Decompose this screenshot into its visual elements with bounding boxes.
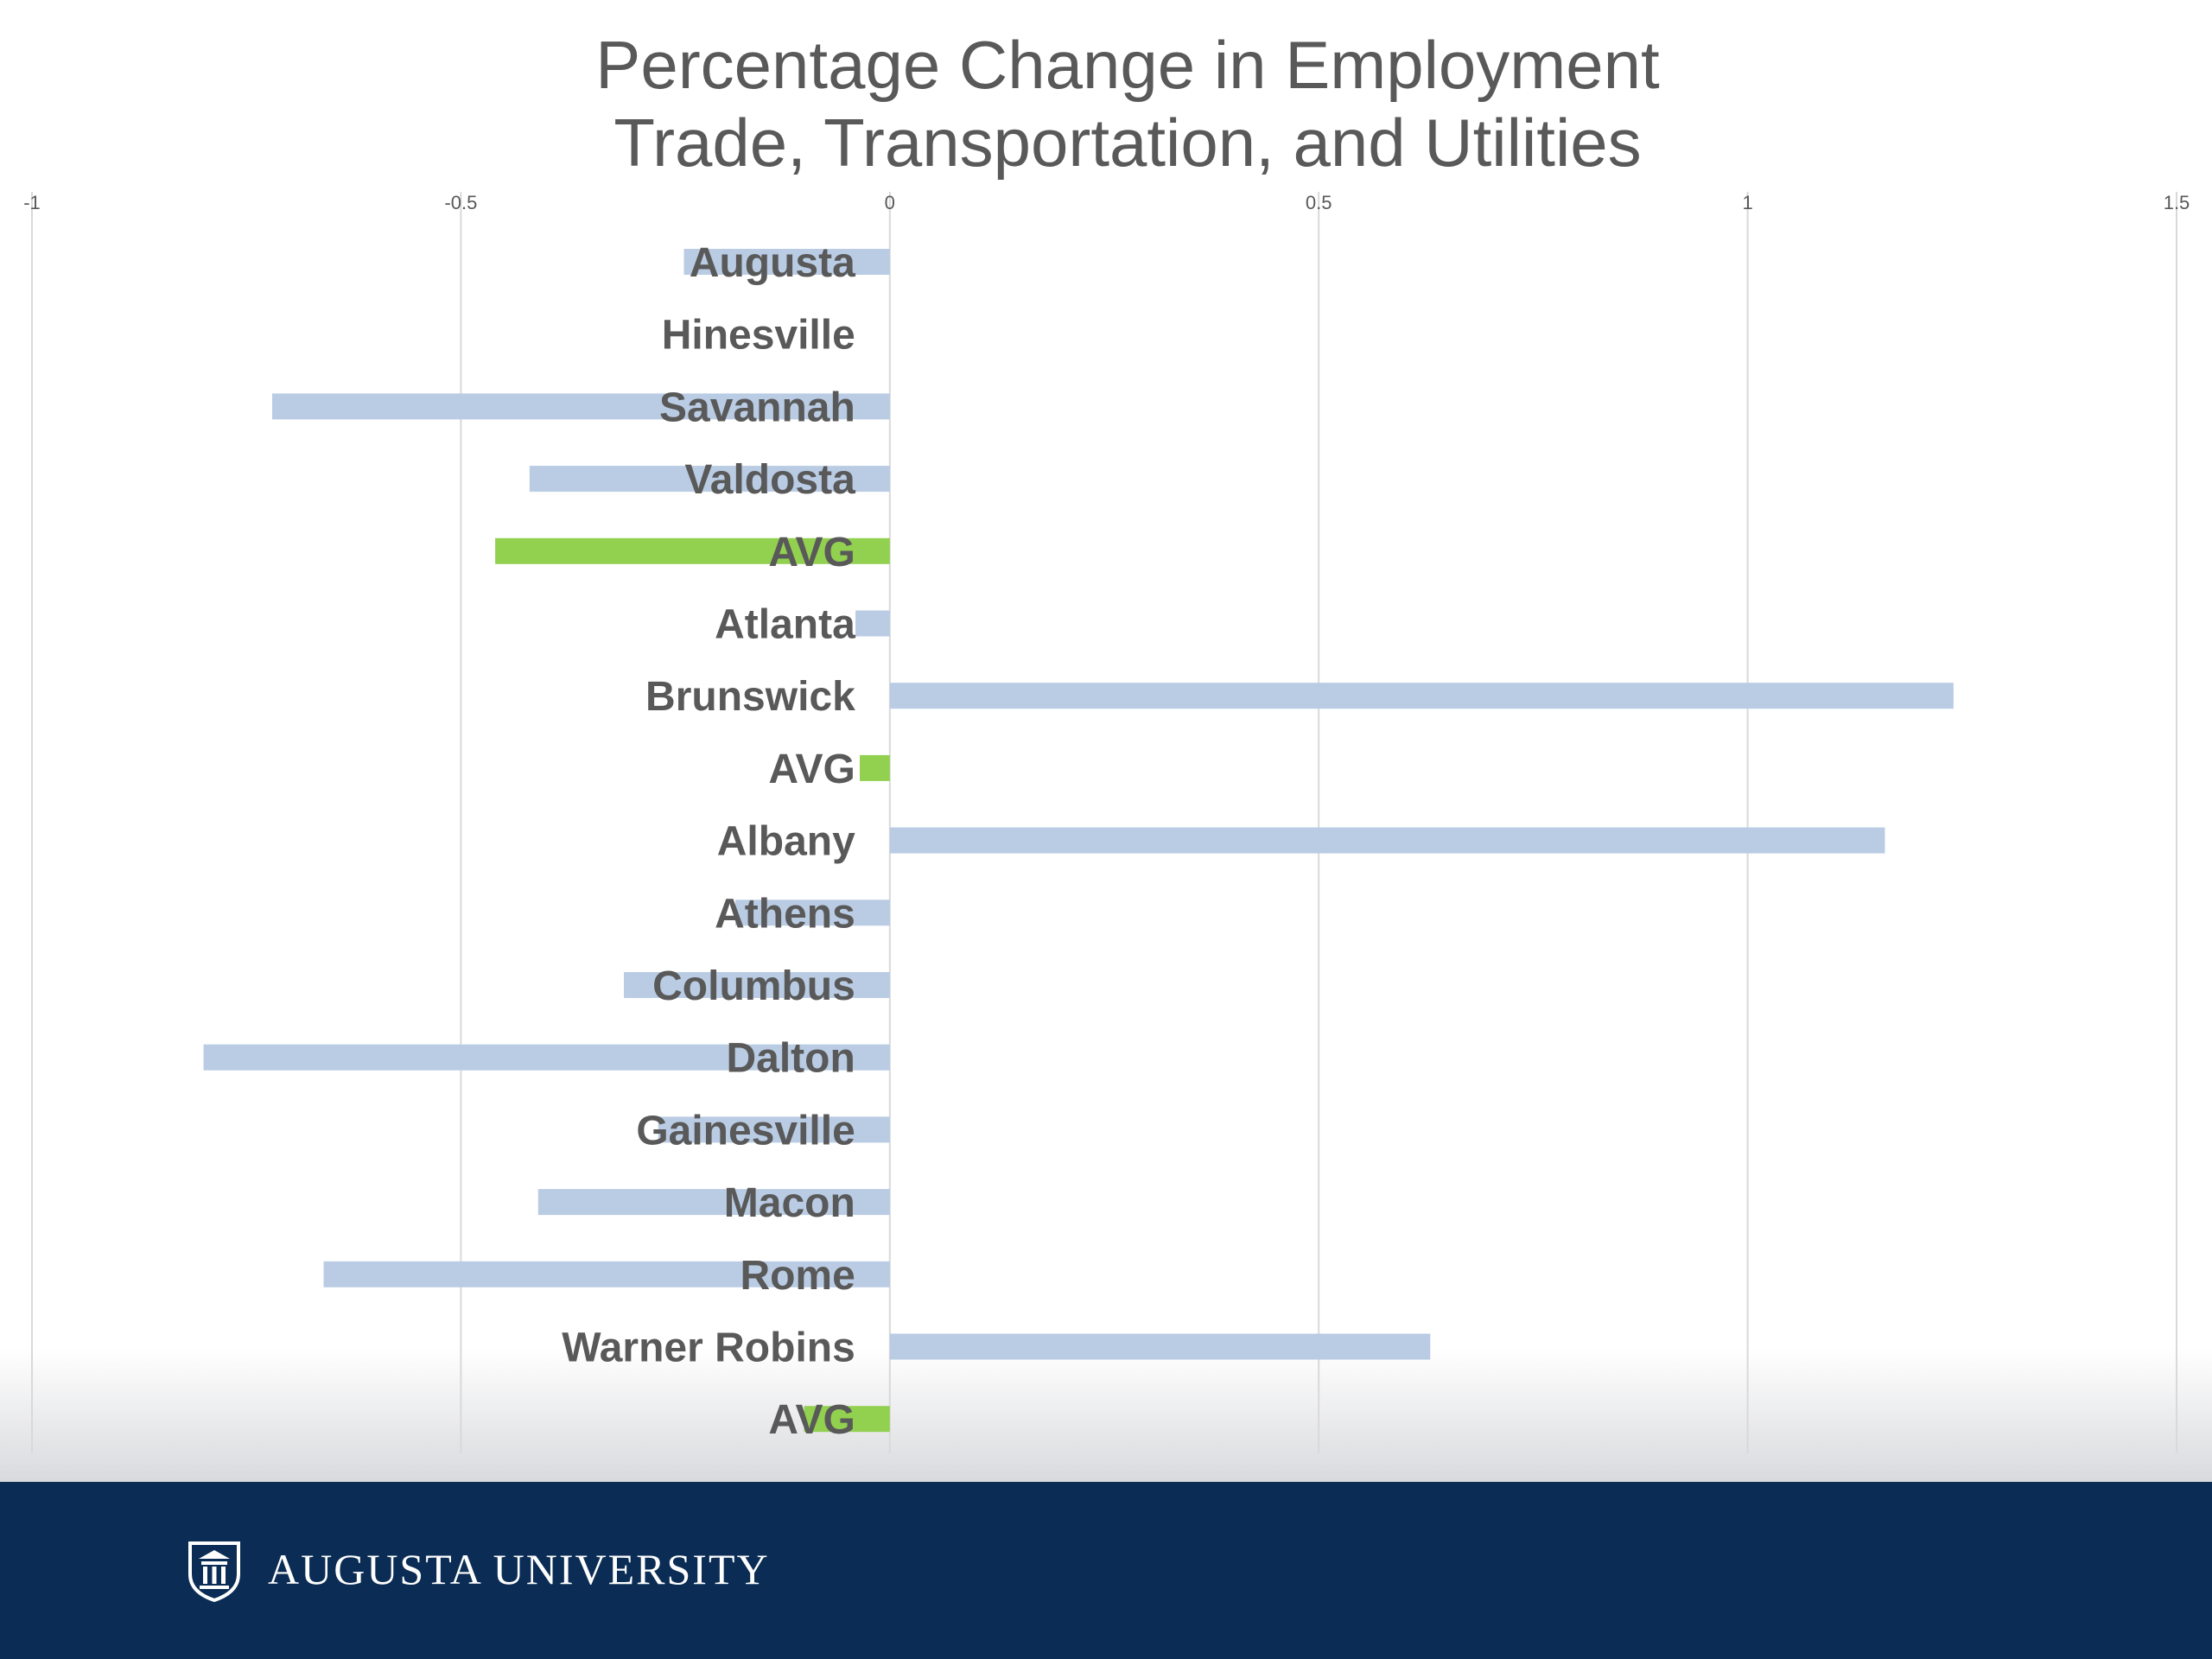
category-label: Hinesville	[662, 313, 855, 359]
bar	[804, 1406, 890, 1433]
bar-chart: -1 -0.5 0 0.5 1 1.5 Augusta Hinesville Savannah V…	[23, 192, 2190, 1453]
university-name: AUGUSTA UNIVERSITY	[268, 1545, 770, 1593]
bar	[735, 899, 890, 926]
category-label: Dalton	[726, 1036, 855, 1082]
category-label: Albany	[717, 819, 855, 865]
bar	[624, 972, 890, 998]
category-label: AVG	[768, 747, 855, 792]
bar	[495, 537, 890, 564]
category-label: AVG	[768, 1397, 855, 1443]
chart-subtitle: Trade, Transportation, and Utilities	[613, 105, 1642, 181]
category-label: Augusta	[690, 240, 855, 286]
bar	[889, 1333, 1431, 1360]
category-label: Gainesville	[636, 1108, 855, 1154]
bar	[529, 466, 890, 493]
x-tick-label: 1	[1742, 192, 1752, 213]
chart-title: Percentage Change in Employment Trade, T…	[0, 26, 2212, 181]
bar	[323, 1261, 890, 1287]
chart-title-line-1: Percentage Change in Employment	[595, 27, 1660, 103]
bar	[889, 827, 1885, 854]
bar	[860, 754, 890, 781]
category-label: Valdosta	[684, 457, 855, 503]
x-tick-label: 1.5	[2164, 192, 2190, 213]
category-label: Savannah	[659, 385, 855, 430]
category-label: Macon	[724, 1180, 855, 1226]
x-tick-label: -1	[23, 192, 41, 213]
footer-bar	[0, 1482, 2212, 1659]
bar	[203, 1044, 890, 1071]
bar	[537, 1189, 890, 1216]
slide-background	[0, 0, 2212, 1482]
category-label: Columbus	[652, 963, 855, 1009]
bar	[683, 249, 890, 275]
bar	[271, 393, 890, 420]
bar	[889, 683, 1954, 709]
x-tick-label: 0	[885, 192, 895, 213]
bar	[658, 1116, 890, 1143]
category-label: Atlanta	[715, 602, 855, 648]
category-label: AVG	[768, 530, 855, 575]
category-label: Rome	[740, 1253, 855, 1299]
category-label: Warner Robins	[562, 1325, 855, 1371]
university-seal-icon	[188, 1541, 240, 1602]
category-label: Brunswick	[645, 674, 855, 720]
bar	[855, 610, 890, 637]
x-tick-label: -0.5	[444, 192, 477, 213]
x-tick-label: 0.5	[1306, 192, 1332, 213]
category-label: Athens	[715, 891, 855, 937]
